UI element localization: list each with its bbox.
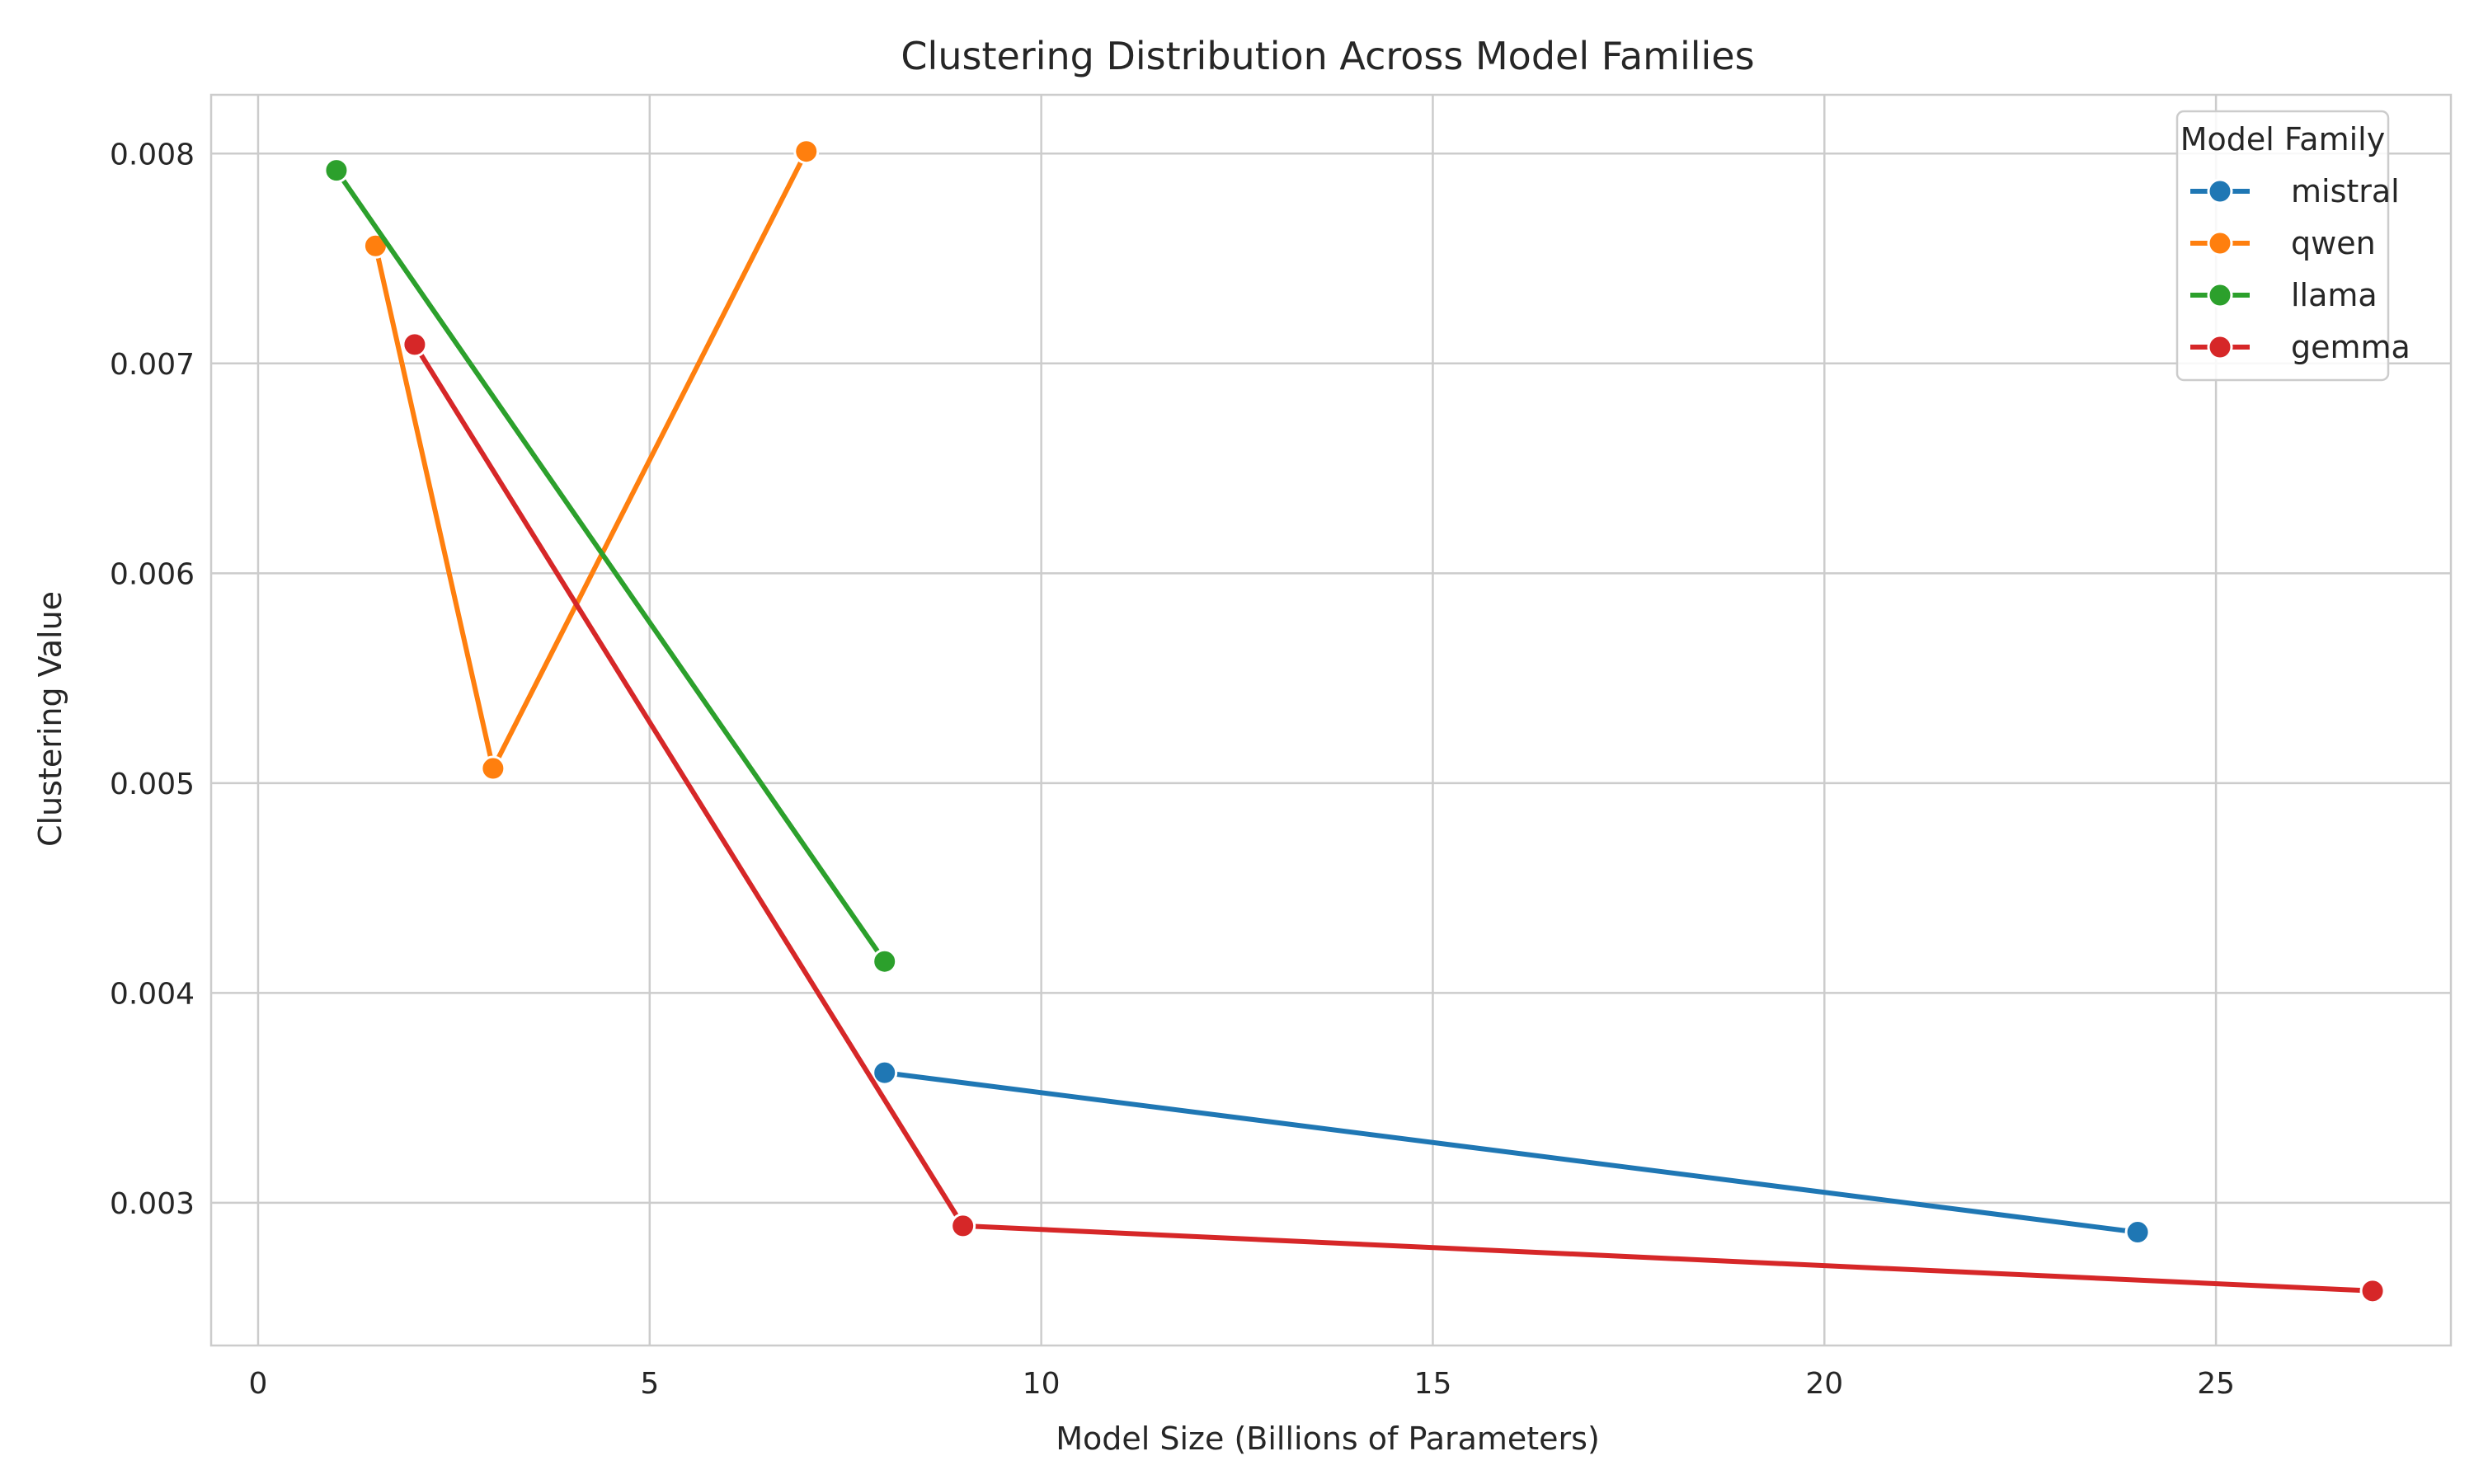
legend-item-mistral: mistral: [2190, 173, 2400, 209]
ticks: 0 5 10 15 20 25 0.003 0.004 0.005 0.006 0.007 0.008: [110, 138, 2235, 1401]
y-tick-label: 0.006: [110, 557, 195, 591]
y-tick-label: 0.005: [110, 768, 195, 801]
legend-title: Model Family: [2180, 121, 2385, 157]
series-mistral: [872, 1059, 2151, 1246]
y-axis-label: Clustering Value: [32, 591, 68, 847]
series-line-mistral: [882, 1070, 2141, 1235]
legend-marker: [2207, 178, 2233, 204]
data-point-mistral: [2124, 1219, 2151, 1246]
series-qwen: [362, 139, 820, 782]
legend-label: gemma: [2291, 329, 2411, 365]
y-tick-label: 0.003: [110, 1187, 195, 1221]
series-llama: [323, 157, 898, 974]
x-tick-label: 0: [249, 1367, 268, 1401]
data-point-llama: [323, 157, 350, 184]
legend-marker: [2207, 282, 2233, 308]
legend-label: qwen: [2291, 225, 2376, 261]
x-tick-label: 20: [1805, 1367, 1843, 1401]
legend: Model Family mistral qwen llama gemma: [2175, 110, 2411, 382]
y-tick-label: 0.008: [110, 138, 195, 171]
legend-marker: [2207, 334, 2233, 360]
legend-label: mistral: [2291, 173, 2400, 209]
y-tick-label: 0.007: [110, 348, 195, 382]
y-tick-label: 0.004: [110, 977, 195, 1011]
chart-title: Clustering Distribution Across Model Fam…: [901, 34, 1754, 78]
data-point-llama: [872, 948, 898, 974]
legend-items: mistral qwen llama gemma: [2190, 173, 2411, 365]
series-gemma: [402, 331, 2386, 1304]
data-point-qwen: [480, 755, 506, 782]
data-point-gemma: [950, 1213, 976, 1239]
series-layer: [323, 139, 2386, 1304]
grid: [211, 95, 2451, 1345]
plot-frame: [209, 93, 2453, 1347]
legend-box: [2175, 110, 2390, 382]
x-axis-label: Model Size (Billions of Parameters): [1056, 1421, 1600, 1457]
data-point-mistral: [872, 1059, 898, 1086]
legend-item-qwen: qwen: [2190, 225, 2376, 261]
legend-item-gemma: gemma: [2190, 329, 2411, 365]
data-point-gemma: [2359, 1278, 2386, 1304]
x-tick-label: 10: [1023, 1367, 1061, 1401]
x-tick-label: 15: [1414, 1367, 1452, 1401]
legend-label: llama: [2291, 277, 2378, 313]
data-point-qwen: [793, 139, 820, 165]
x-tick-label: 25: [2197, 1367, 2235, 1401]
series-line-llama: [333, 167, 887, 965]
data-point-gemma: [402, 331, 428, 358]
legend-item-llama: llama: [2190, 277, 2378, 313]
legend-marker: [2207, 230, 2233, 256]
x-tick-label: 5: [640, 1367, 659, 1401]
